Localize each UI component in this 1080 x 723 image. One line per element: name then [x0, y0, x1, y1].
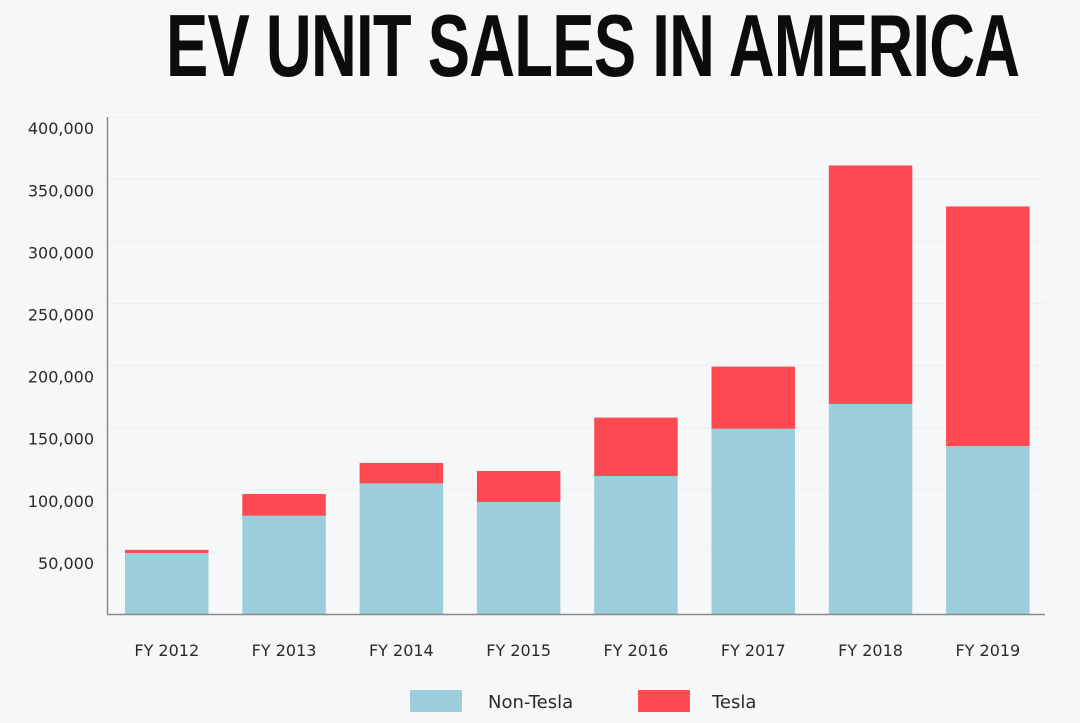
legend-label-non-tesla: Non-Tesla	[488, 692, 573, 713]
y-tick-label: 50,000	[38, 554, 94, 573]
bar-non-tesla-fy-2012	[125, 552, 209, 614]
bar-tesla-fy-2017	[711, 366, 795, 429]
bar-tesla-fy-2014	[359, 462, 444, 484]
y-tick-label: 300,000	[28, 243, 94, 262]
y-tick-label: 150,000	[28, 430, 94, 449]
y-tick-label: 200,000	[28, 368, 94, 387]
x-tick-label: FY 2012	[134, 641, 199, 660]
bar-non-tesla-fy-2017	[711, 428, 795, 614]
y-tick-label: 100,000	[28, 492, 94, 511]
bar-tesla-fy-2012	[125, 549, 209, 553]
bar-non-tesla-fy-2018	[828, 403, 913, 614]
x-tick-label: FY 2014	[369, 641, 434, 660]
legend-label-tesla: Tesla	[711, 692, 756, 713]
bar-non-tesla-fy-2019	[946, 446, 1030, 614]
bar-tesla-fy-2016	[594, 417, 678, 476]
bars	[125, 165, 1030, 614]
legend: Non-Tesla Tesla	[410, 690, 756, 713]
x-tick-label: FY 2017	[721, 641, 786, 660]
x-tick-labels: FY 2012 FY 2013 FY 2014 FY 2015 FY 2016 FY 20…	[134, 641, 1020, 660]
x-tick-label: FY 2015	[486, 641, 551, 660]
y-tick-label: 400,000	[28, 119, 94, 138]
bar-non-tesla-fy-2013	[242, 515, 326, 614]
chart-title-text: EV UNIT SALES IN AMERICA	[165, 0, 1020, 95]
bar-tesla-fy-2019	[946, 206, 1030, 447]
x-tick-label: FY 2019	[955, 641, 1020, 660]
legend-swatch-tesla	[638, 690, 690, 712]
y-tick-label: 250,000	[28, 306, 94, 325]
x-tick-label: FY 2016	[604, 641, 669, 660]
axes	[106, 117, 1045, 616]
bar-non-tesla-fy-2014	[359, 483, 444, 614]
legend-swatch-non-tesla	[410, 690, 462, 712]
x-tick-label: FY 2018	[838, 641, 903, 660]
y-tick-label: 350,000	[28, 181, 94, 200]
chart-title: EV UNIT SALES IN AMERICA	[0, 2, 1080, 90]
x-tick-label: FY 2013	[252, 641, 317, 660]
bar-non-tesla-fy-2015	[476, 502, 561, 614]
bar-tesla-fy-2013	[242, 493, 326, 516]
bar-tesla-fy-2015	[476, 470, 561, 503]
bar-non-tesla-fy-2016	[594, 475, 678, 614]
bar-tesla-fy-2018	[828, 165, 913, 404]
y-tick-labels: 50,000 100,000 150,000 200,000 250,000 300,00…	[28, 119, 94, 573]
